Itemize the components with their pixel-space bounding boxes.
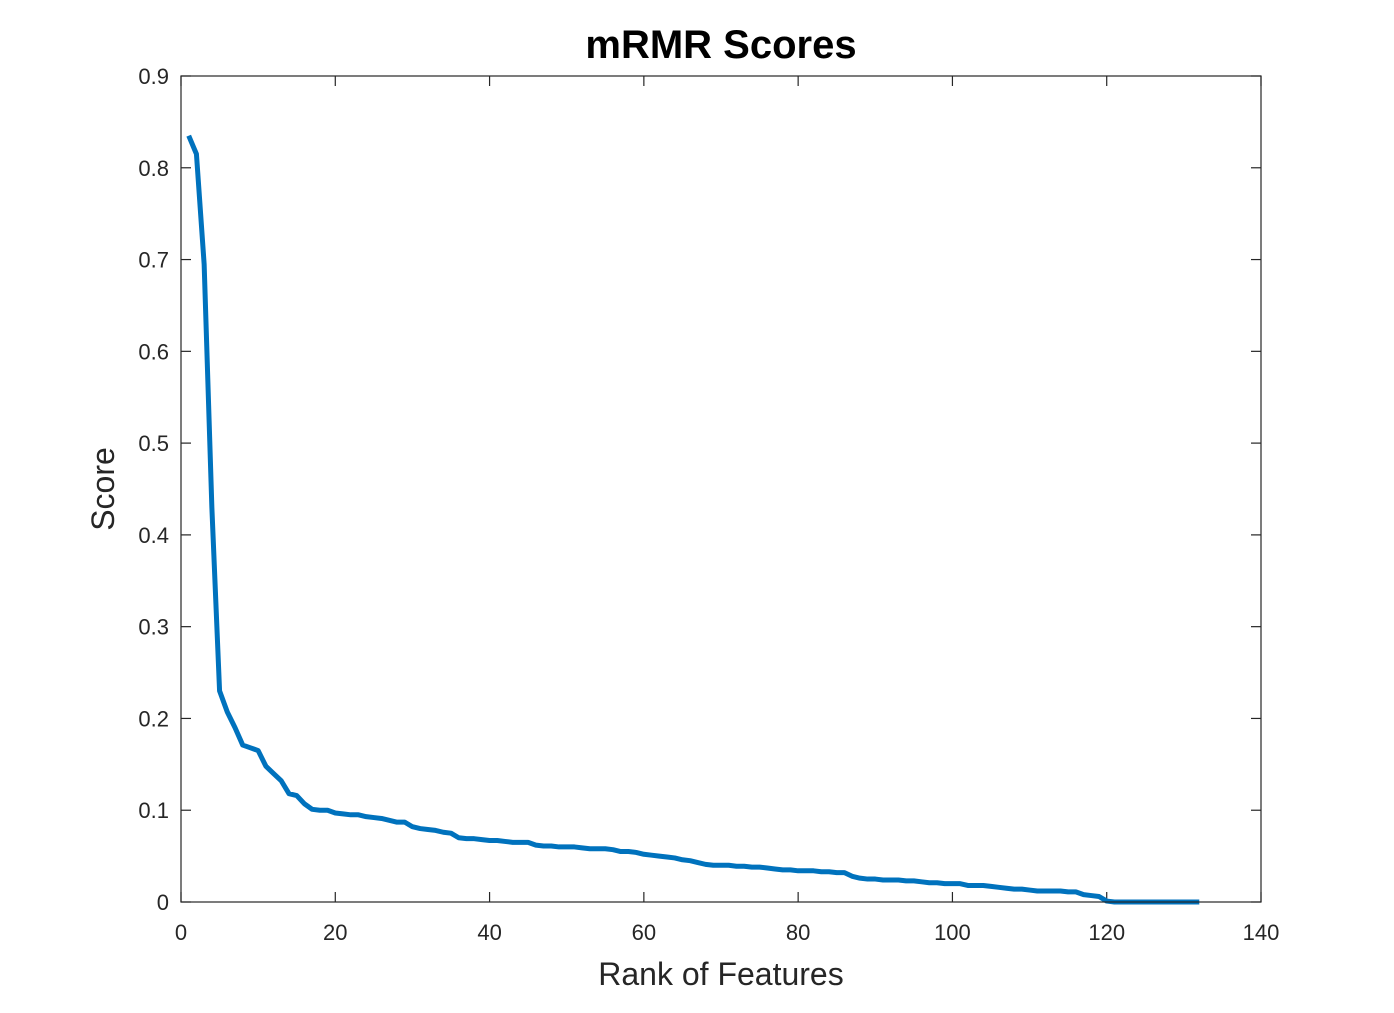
axes-box xyxy=(180,75,1262,903)
x-tick-label: 20 xyxy=(323,920,347,945)
x-axis: 0 20 40 60 80 100 120 140 xyxy=(175,76,1279,945)
x-axis-label: Rank of Features xyxy=(598,956,843,992)
y-tick-label: 0.5 xyxy=(138,431,169,456)
y-tick-label: 0 xyxy=(157,890,169,915)
x-tick-label: 120 xyxy=(1088,920,1125,945)
x-tick-label: 0 xyxy=(175,920,187,945)
y-axis-label: Score xyxy=(85,447,121,531)
y-tick-label: 0.7 xyxy=(138,248,169,273)
x-tick-label: 100 xyxy=(934,920,971,945)
y-tick-label: 0.8 xyxy=(138,156,169,181)
y-tick-label: 0.9 xyxy=(138,64,169,89)
x-tick-label: 140 xyxy=(1243,920,1280,945)
x-tick-label: 40 xyxy=(477,920,501,945)
y-tick-label: 0.4 xyxy=(138,523,169,548)
y-tick-label: 0.6 xyxy=(138,339,169,364)
x-tick-label: 60 xyxy=(632,920,656,945)
chart-title: mRMR Scores xyxy=(585,23,856,67)
series-line xyxy=(186,134,1200,905)
y-tick-label: 0.1 xyxy=(138,798,169,823)
y-tick-label: 0.3 xyxy=(138,615,169,640)
x-tick-label: 80 xyxy=(786,920,810,945)
y-tick-label: 0.2 xyxy=(138,706,169,731)
y-axis: 0 0.1 0.2 0.3 0.4 0.5 0.6 0.7 0.8 0.9 xyxy=(138,64,1261,915)
